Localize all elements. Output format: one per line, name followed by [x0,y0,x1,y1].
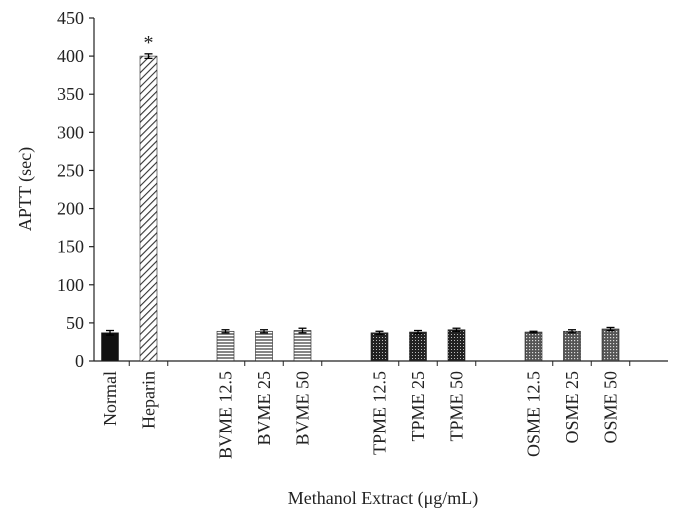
y-tick-label: 250 [57,160,84,180]
error-bar [375,330,384,335]
bar [563,330,581,362]
error-bar [260,329,268,334]
error-bar [568,329,576,334]
x-tick-label: Heparin [139,371,159,429]
error-bar [298,327,307,334]
y-axis-label: APTT (sec) [15,147,36,231]
significance-marker: * [144,32,154,54]
y-tick-label: 150 [57,237,84,257]
bar [293,330,312,362]
error-bar [606,326,615,332]
x-tick-label: TPME 50 [447,371,467,442]
bar [524,331,543,362]
y-tick-label: 350 [57,84,84,104]
y-tick-label: 400 [57,46,84,66]
bar [101,332,119,362]
x-ticks: Normal Heparin BVME 12.5 BVME 25 BVME 50 TPME… [100,361,631,459]
bar [447,329,466,362]
error-bar [144,53,153,60]
bar [255,330,273,362]
error-bar [106,329,114,336]
bars: * [101,32,620,362]
bar [409,331,427,362]
y-tick-label: 200 [57,199,84,219]
x-tick-label: BVME 25 [254,371,274,446]
bar [216,330,235,362]
error-bar [529,330,538,334]
x-tick-label: OSME 50 [601,371,621,444]
x-tick-label: Normal [100,371,120,426]
x-tick-label: BVME 12.5 [216,371,236,459]
y-tick-label: 0 [75,351,84,371]
x-tick-label: TPME 25 [408,371,428,442]
y-tick-label: 300 [57,122,84,142]
x-tick-label: BVME 50 [293,371,313,446]
error-bar [414,329,422,335]
y-tick-label: 450 [57,8,84,28]
bar [139,55,158,362]
x-tick-label: TPME 12.5 [370,371,390,455]
x-tick-label: OSME 25 [562,371,582,444]
error-bar [221,329,230,334]
bar [370,332,389,362]
axes [93,18,668,362]
x-axis-label: Methanol Extract (μg/mL) [288,488,479,509]
error-bar [452,327,461,332]
bar [601,328,620,362]
x-tick-label: OSME 12.5 [524,371,544,457]
y-tick-label: 50 [66,313,84,333]
y-tick-label: 100 [57,275,84,295]
y-ticks: 0 50 100 150 200 250 300 350 400 450 [57,8,94,371]
